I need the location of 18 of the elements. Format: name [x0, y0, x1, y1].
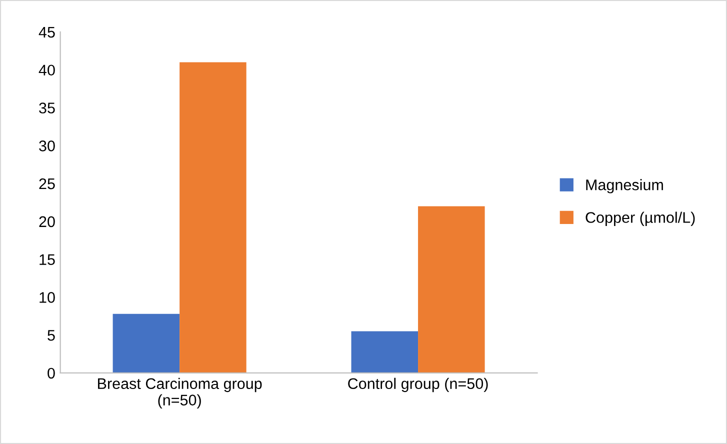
x-tick-label: Breast Carcinoma group (n=50): [98, 378, 262, 409]
legend-label: Magnesium: [586, 179, 663, 194]
y-tick-label: 15: [40, 254, 55, 265]
y-tick-label: 20: [39, 216, 55, 228]
legend-label: Copper (µmol/L): [586, 212, 695, 226]
y-tick-label: 0: [48, 368, 55, 379]
y-tick-label: 25: [39, 178, 55, 190]
y-tick-label: 30: [39, 140, 55, 152]
y-tick-label: 10: [40, 292, 55, 303]
y-tick-label: 40: [38, 64, 55, 76]
y-tick-label: 35: [39, 102, 55, 114]
x-tick-label: Control group (n=50): [348, 378, 488, 392]
bar: [180, 62, 246, 373]
y-tick-label: 5: [48, 330, 55, 341]
y-tick-label: 45: [38, 26, 55, 38]
bar: [418, 206, 485, 373]
bar: [351, 331, 418, 373]
bar: [112, 314, 180, 373]
